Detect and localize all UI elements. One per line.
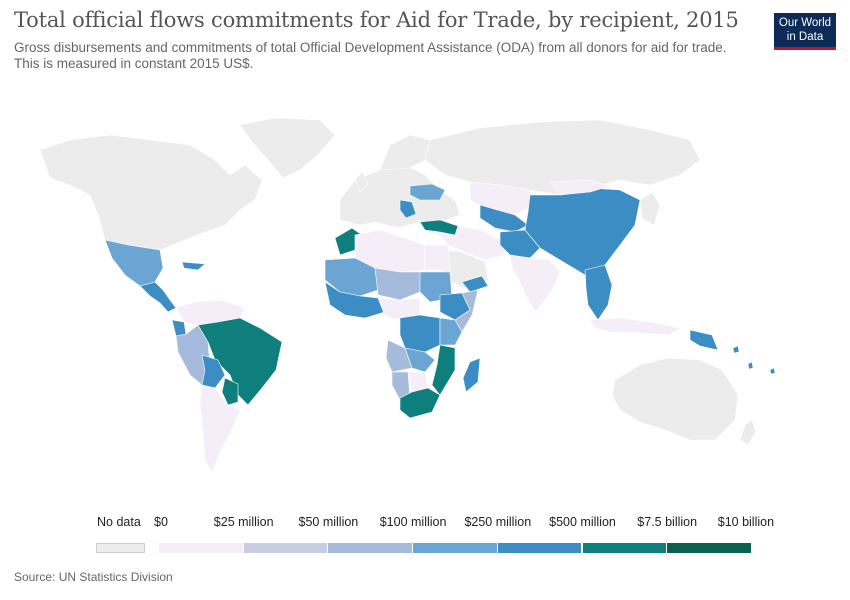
region-west-africa[interactable] — [324, 257, 379, 297]
region-egypt[interactable] — [424, 244, 451, 271]
region-japan[interactable] — [639, 191, 661, 226]
region-turkey[interactable] — [419, 219, 459, 236]
pacific-island-1[interactable] — [732, 345, 740, 354]
region-balkans[interactable] — [399, 199, 417, 219]
region-yemen[interactable] — [461, 275, 489, 293]
region-middle-east[interactable] — [431, 225, 506, 261]
region-mozambique[interactable] — [431, 344, 456, 396]
chart-subtitle: Gross disbursements and commitments of t… — [14, 40, 727, 71]
region-central-america[interactable] — [139, 281, 177, 313]
logo-line-2: in Data — [786, 31, 824, 43]
region-greenland[interactable] — [239, 117, 336, 179]
region-north-america[interactable] — [39, 134, 263, 251]
region-indonesia[interactable] — [589, 317, 681, 336]
pacific-island-3[interactable] — [769, 367, 776, 375]
pacific-island-2[interactable] — [747, 361, 754, 370]
region-ukraine[interactable] — [409, 183, 446, 201]
region-drc[interactable] — [399, 314, 441, 353]
region-east-africa[interactable] — [439, 317, 463, 346]
region-mongolia[interactable] — [549, 179, 611, 196]
owid-logo[interactable]: Our World in Data — [774, 13, 836, 50]
region-zambia[interactable] — [404, 347, 436, 373]
region-paraguay[interactable] — [221, 377, 239, 406]
region-uk[interactable] — [354, 171, 369, 193]
source-note: Source: UN Statistics Division — [14, 570, 173, 584]
region-sahel[interactable] — [374, 267, 426, 301]
region-russia[interactable] — [424, 119, 701, 196]
region-papua-new-guinea[interactable] — [689, 329, 719, 351]
region-australia[interactable] — [611, 357, 739, 441]
chart-title: Total official flows commitments for Aid… — [14, 8, 739, 32]
region-scandinavia[interactable] — [379, 134, 431, 171]
region-chile-argentina[interactable] — [199, 384, 241, 473]
region-caribbean[interactable] — [181, 261, 206, 271]
region-angola[interactable] — [385, 339, 413, 373]
region-ecuador[interactable] — [171, 319, 187, 337]
region-south-africa[interactable] — [399, 387, 441, 419]
region-madagascar[interactable] — [462, 357, 481, 393]
region-india[interactable] — [509, 254, 561, 313]
region-southeast-asia[interactable] — [584, 264, 613, 321]
logo-line-1: Our World — [778, 17, 832, 29]
region-new-zealand[interactable] — [739, 419, 757, 446]
